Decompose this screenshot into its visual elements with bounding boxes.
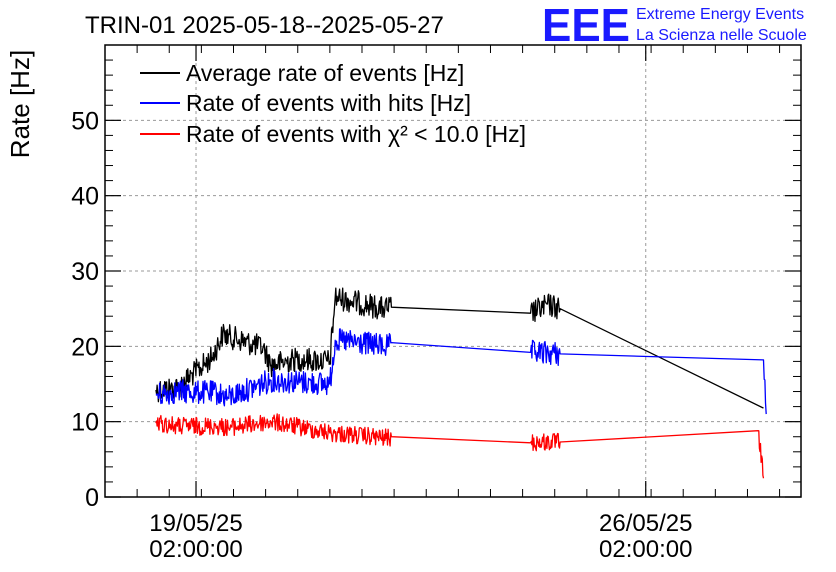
legend-entry: Average rate of events [Hz] — [140, 60, 464, 86]
y-tick-label: 40 — [71, 183, 99, 211]
y-tick-label: 0 — [85, 484, 99, 512]
axes: 0102030405019/05/2502:00:0026/05/2502:00… — [71, 45, 801, 563]
eee-logo: EEE Extreme Energy Events La Scienza nel… — [542, 0, 807, 51]
series-line — [155, 287, 764, 409]
series-line — [155, 328, 767, 415]
eee-line-1: Extreme Energy Events — [636, 6, 804, 23]
eee-mark: EEE — [542, 0, 630, 51]
legend: Average rate of events [Hz] Rate of even… — [140, 60, 526, 147]
y-tick-label: 30 — [71, 258, 99, 286]
legend-label: Rate of events with hits [Hz] — [186, 90, 471, 116]
legend-label: Average rate of events [Hz] — [186, 60, 464, 86]
y-tick-label: 50 — [71, 107, 99, 135]
y-axis-label: Rate [Hz] — [5, 50, 35, 158]
x-tick-label: 19/05/25 — [149, 510, 242, 537]
chart-title: TRIN-01 2025-05-18--2025-05-27 — [85, 12, 444, 39]
eee-line-2: La Scienza nelle Scuole — [636, 27, 807, 44]
x-tick-label: 02:00:00 — [149, 536, 242, 563]
y-tick-label: 10 — [71, 409, 99, 437]
y-tick-label: 20 — [71, 333, 99, 361]
x-tick-label: 02:00:00 — [599, 536, 692, 563]
series-line — [155, 413, 765, 479]
series-layer — [155, 287, 767, 479]
x-tick-label: 26/05/25 — [599, 510, 692, 537]
legend-entry: Rate of events with χ² < 10.0 [Hz] — [140, 121, 526, 147]
legend-entry: Rate of events with hits [Hz] — [140, 90, 471, 116]
legend-label: Rate of events with χ² < 10.0 [Hz] — [186, 121, 526, 147]
